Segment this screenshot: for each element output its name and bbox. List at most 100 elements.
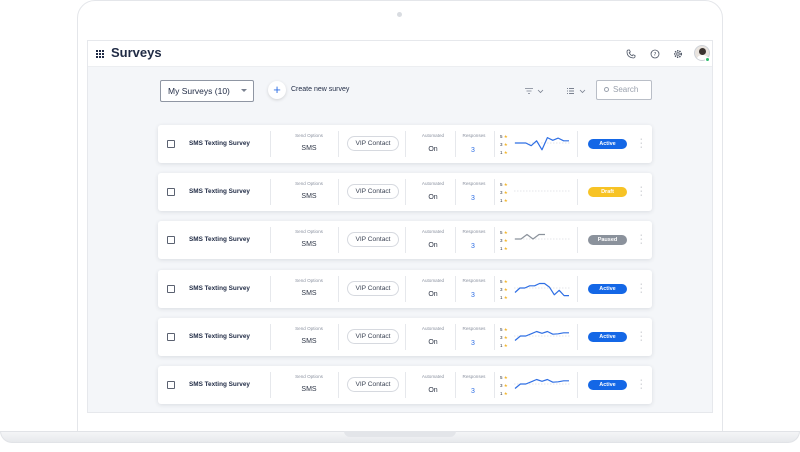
survey-row[interactable]: SMS Texting Survey Send Options SMS VIP …	[158, 318, 652, 356]
rating-tick: 5 ★	[500, 230, 508, 235]
send-options-label: Send Options	[295, 374, 323, 379]
divider	[270, 372, 271, 398]
search-input[interactable]: Search	[596, 80, 652, 100]
rating-axis: 5 ★ 3 ★ 1 ★	[500, 229, 512, 253]
more-options-icon[interactable]: · · ·	[640, 232, 643, 247]
survey-name[interactable]: SMS Texting Survey	[189, 236, 250, 243]
response-trend-sparkline	[514, 330, 570, 341]
responses-label: Responses	[462, 181, 486, 186]
survey-name[interactable]: SMS Texting Survey	[189, 333, 250, 340]
responses-count[interactable]: 3	[471, 243, 475, 250]
response-trend-sparkline	[514, 378, 570, 389]
row-checkbox[interactable]	[167, 188, 175, 196]
online-status-dot	[705, 57, 710, 62]
contact-chip[interactable]: VIP Contact	[347, 281, 399, 296]
responses-count[interactable]: 3	[471, 388, 475, 395]
divider	[455, 227, 456, 253]
divider	[577, 131, 578, 157]
phone-icon[interactable]	[626, 49, 636, 59]
survey-name[interactable]: SMS Texting Survey	[189, 285, 250, 292]
divider	[270, 276, 271, 302]
row-checkbox[interactable]	[167, 285, 175, 293]
search-placeholder: Search	[613, 85, 639, 94]
more-options-icon[interactable]: · · ·	[640, 329, 643, 344]
survey-row[interactable]: SMS Texting Survey Send Options SMS VIP …	[158, 125, 652, 163]
automated-value: On	[428, 146, 438, 153]
rating-tick: 3 ★	[500, 238, 508, 243]
response-trend-sparkline	[514, 233, 570, 240]
divider	[338, 227, 339, 253]
send-options-label: Send Options	[295, 278, 323, 283]
dropdown-value: My Surveys (10)	[168, 86, 230, 96]
status-badge: Active	[588, 332, 627, 342]
rating-tick: 3 ★	[500, 335, 508, 340]
responses-label: Responses	[462, 229, 486, 234]
responses-count[interactable]: 3	[471, 195, 475, 202]
more-options-icon[interactable]: · · ·	[640, 377, 643, 392]
help-icon[interactable]: ?	[650, 49, 660, 59]
apps-grid-icon[interactable]	[96, 50, 104, 58]
divider	[405, 276, 406, 302]
divider	[338, 276, 339, 302]
survey-row[interactable]: SMS Texting Survey Send Options SMS VIP …	[158, 270, 652, 308]
more-options-icon[interactable]: · · ·	[640, 281, 643, 296]
svg-text:?: ?	[654, 52, 657, 58]
page-title: Surveys	[111, 45, 162, 60]
responses-label: Responses	[462, 278, 486, 283]
divider	[494, 227, 495, 253]
rating-tick: 5 ★	[500, 375, 508, 380]
survey-name[interactable]: SMS Texting Survey	[189, 140, 250, 147]
contact-chip[interactable]: VIP Contact	[347, 329, 399, 344]
filter-icon[interactable]	[524, 87, 546, 97]
survey-row[interactable]: SMS Texting Survey Send Options SMS VIP …	[158, 173, 652, 211]
automated-label: Automated	[421, 229, 445, 234]
send-options-label: Send Options	[295, 133, 323, 138]
survey-filter-dropdown[interactable]: My Surveys (10)	[160, 80, 254, 102]
row-checkbox[interactable]	[167, 236, 175, 244]
more-options-icon[interactable]: · · ·	[640, 184, 643, 199]
create-survey-label[interactable]: Create new survey	[291, 86, 350, 93]
app-screen: Surveys ? My Surveys (10) + Create new s…	[87, 40, 713, 413]
contact-chip[interactable]: VIP Contact	[347, 232, 399, 247]
more-options-icon[interactable]: · · ·	[640, 136, 643, 151]
survey-row[interactable]: SMS Texting Survey Send Options SMS VIP …	[158, 366, 652, 404]
automated-value: On	[428, 387, 438, 394]
survey-name[interactable]: SMS Texting Survey	[189, 188, 250, 195]
responses-label: Responses	[462, 133, 486, 138]
settings-gear-icon[interactable]	[673, 49, 683, 59]
rating-tick: 3 ★	[500, 190, 508, 195]
divider	[338, 372, 339, 398]
divider	[455, 131, 456, 157]
responses-count[interactable]: 3	[471, 292, 475, 299]
divider	[338, 179, 339, 205]
rating-tick: 1 ★	[500, 198, 508, 203]
rating-tick: 1 ★	[500, 295, 508, 300]
rating-axis: 5 ★ 3 ★ 1 ★	[500, 326, 512, 350]
rating-tick: 3 ★	[500, 142, 508, 147]
contact-chip[interactable]: VIP Contact	[347, 184, 399, 199]
survey-name[interactable]: SMS Texting Survey	[189, 381, 250, 388]
create-survey-button[interactable]: +	[268, 81, 286, 99]
responses-count[interactable]: 3	[471, 147, 475, 154]
divider	[405, 131, 406, 157]
status-badge: Active	[588, 139, 627, 149]
automated-label: Automated	[421, 133, 445, 138]
contact-chip[interactable]: VIP Contact	[347, 136, 399, 151]
plus-icon: +	[273, 82, 281, 97]
survey-row[interactable]: SMS Texting Survey Send Options SMS VIP …	[158, 221, 652, 259]
list-view-icon[interactable]	[566, 87, 588, 97]
divider	[338, 131, 339, 157]
automated-value: On	[428, 339, 438, 346]
status-badge: Paused	[588, 235, 627, 245]
rating-tick: 3 ★	[500, 287, 508, 292]
automated-value: On	[428, 242, 438, 249]
rating-tick: 1 ★	[500, 246, 508, 251]
status-badge: Active	[588, 284, 627, 294]
responses-count[interactable]: 3	[471, 340, 475, 347]
divider	[405, 324, 406, 350]
row-checkbox[interactable]	[167, 333, 175, 341]
row-checkbox[interactable]	[167, 140, 175, 148]
row-checkbox[interactable]	[167, 381, 175, 389]
divider	[494, 324, 495, 350]
contact-chip[interactable]: VIP Contact	[347, 377, 399, 392]
